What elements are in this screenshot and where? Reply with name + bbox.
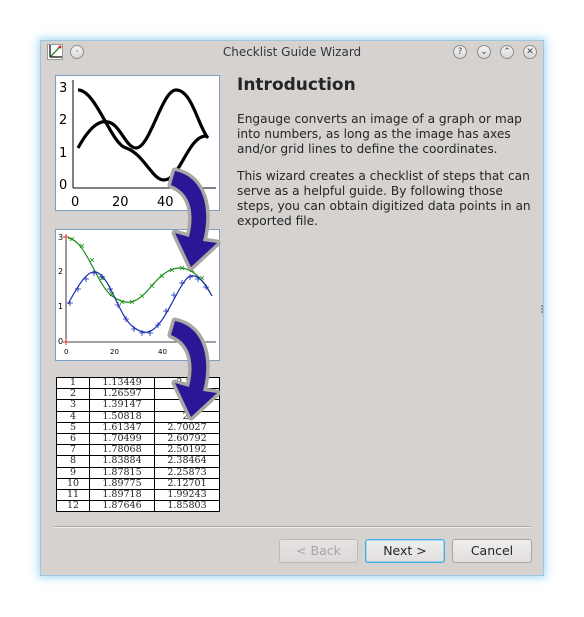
x-tick-label: 40	[157, 195, 174, 210]
table-cell: 2	[56, 388, 90, 401]
y-tick-label: 3	[58, 233, 63, 242]
y-tick-label: 2	[59, 113, 67, 128]
table-cell: 2.12701	[154, 477, 220, 490]
table-row: 12 1.87646 1.85803	[56, 500, 220, 513]
graph-plot: 3 2 1 0 0 20 40	[59, 80, 216, 210]
table-cell: 1.50818	[89, 410, 155, 423]
y-tick-label: 0	[58, 337, 63, 346]
table-cell: 1.83884	[89, 455, 155, 468]
down-arrow-icon	[167, 317, 221, 421]
y-tick-label: 2	[58, 267, 63, 276]
close-icon[interactable]: ✕	[523, 45, 537, 59]
table-cell: 1.13449	[89, 376, 155, 390]
table-cell: 5	[56, 421, 90, 434]
green-series-line	[67, 237, 211, 303]
table-cell: 12	[56, 500, 90, 513]
table-cell: 1.39147	[89, 399, 155, 412]
x-tick-label: 20	[112, 195, 129, 210]
table-cell: 1.61347	[89, 421, 155, 434]
table-cell: 1.70499	[89, 432, 155, 446]
down-arrow-icon	[167, 167, 221, 271]
x-tick-label: 20	[110, 348, 119, 356]
table-cell: 1.78068	[89, 444, 155, 457]
table-cell: 1	[56, 376, 90, 390]
maximize-icon[interactable]: ⌃	[500, 45, 514, 59]
blue-series-line	[67, 271, 213, 333]
table-row: 11 1.89718 1.99243	[56, 488, 220, 502]
table-row: 10 1.89775 2.12701	[56, 477, 220, 490]
x-tick-label: 40	[158, 348, 167, 356]
table-cell: 8	[56, 455, 90, 468]
button-separator	[54, 526, 531, 528]
table-row: 8 1.83884 2.38464	[56, 455, 220, 468]
table-row: 9 1.87815 2.25873	[56, 466, 220, 479]
y-tick-label: 0	[59, 178, 67, 193]
page-title: Introduction	[237, 75, 356, 95]
table-cell: 2.70027	[154, 421, 220, 434]
title-bar[interactable]: · Checklist Guide Wizard ? ⌄ ⌃ ✕	[41, 41, 543, 63]
y-tick-label: 1	[59, 146, 67, 161]
table-cell: 2.60792	[154, 432, 220, 446]
curve-line	[76, 88, 210, 150]
x-tick-label: 0	[64, 348, 68, 356]
table-cell: 2.25873	[154, 466, 220, 479]
table-cell: 2.38464	[154, 455, 220, 468]
table-cell: 11	[56, 488, 90, 502]
table-cell: 1.85803	[154, 500, 220, 513]
next-button[interactable]: Next >	[365, 539, 445, 563]
pin-icon[interactable]: ·	[70, 45, 84, 59]
table-cell: 1.87646	[89, 500, 155, 513]
y-tick-label: 3	[59, 81, 67, 96]
help-icon[interactable]: ?	[453, 45, 467, 59]
table-cell: 1.99243	[154, 488, 220, 502]
wizard-window: · Checklist Guide Wizard ? ⌄ ⌃ ✕ 3 2 1 0…	[40, 40, 544, 576]
table-cell: 1.89718	[89, 488, 155, 502]
x-tick-label: 0	[71, 195, 79, 210]
table-cell: 1.26597	[89, 388, 155, 401]
axis-point-markers	[63, 234, 69, 345]
blue-point-markers	[67, 270, 209, 336]
table-cell: 3	[56, 399, 90, 412]
y-tick-label: 1	[58, 302, 63, 311]
back-button[interactable]: < Back	[279, 539, 358, 563]
curve-line	[77, 88, 207, 182]
intro-paragraph: Engauge converts an image of a graph or …	[237, 112, 522, 156]
table-cell: 7	[56, 444, 90, 457]
window-title: Checklist Guide Wizard	[222, 45, 362, 59]
table-cell: 1.89775	[89, 477, 155, 490]
table-cell: 1.87815	[89, 466, 155, 479]
table-cell: 6	[56, 432, 90, 446]
table-cell: 9	[56, 466, 90, 479]
table-row: 7 1.78068 2.50192	[56, 444, 220, 457]
app-logo-icon[interactable]	[47, 44, 63, 60]
table-cell: 10	[56, 477, 90, 490]
minimize-icon[interactable]: ⌄	[477, 45, 491, 59]
wizard-description: This wizard creates a checklist of steps…	[237, 169, 531, 228]
table-cell: 4	[56, 410, 90, 423]
cancel-button[interactable]: Cancel	[452, 539, 532, 563]
table-cell: 2.50192	[154, 444, 220, 457]
resize-grip[interactable]	[541, 305, 543, 313]
table-row: 5 1.61347 2.70027	[56, 421, 220, 434]
table-row: 6 1.70499 2.60792	[56, 432, 220, 446]
